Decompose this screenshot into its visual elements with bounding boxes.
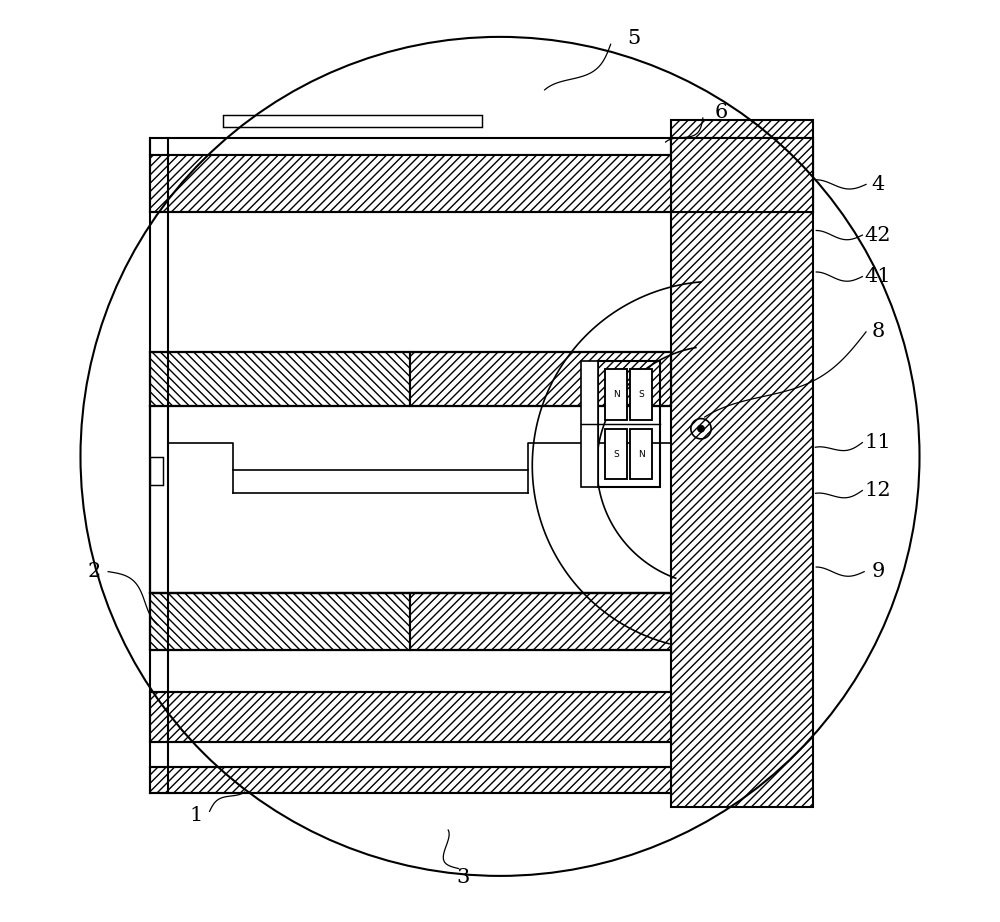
Bar: [581, 361, 598, 487]
Bar: [150, 352, 410, 406]
Bar: [150, 767, 671, 793]
Text: 9: 9: [871, 562, 885, 581]
Bar: [410, 352, 671, 406]
Bar: [150, 593, 671, 650]
Text: 3: 3: [456, 869, 470, 887]
Text: 1: 1: [189, 806, 202, 824]
Bar: [150, 593, 410, 650]
Bar: [598, 361, 660, 487]
Text: 6: 6: [715, 103, 728, 122]
Text: 12: 12: [865, 481, 891, 500]
Bar: [671, 120, 813, 807]
Text: 4: 4: [871, 175, 885, 194]
Text: 8: 8: [871, 323, 885, 341]
Text: N: N: [613, 390, 620, 398]
Circle shape: [697, 425, 705, 432]
Text: 2: 2: [88, 562, 101, 581]
Bar: [671, 138, 813, 212]
Bar: [671, 138, 813, 212]
Text: 5: 5: [627, 30, 640, 48]
Bar: [150, 352, 671, 406]
Text: 11: 11: [865, 433, 891, 452]
Bar: [605, 369, 627, 420]
Bar: [150, 692, 671, 742]
Bar: [150, 138, 671, 155]
Bar: [150, 457, 163, 485]
Text: S: S: [613, 450, 619, 458]
Bar: [630, 429, 652, 479]
Bar: [630, 369, 652, 420]
Text: S: S: [638, 390, 644, 398]
Text: 41: 41: [865, 267, 891, 286]
Bar: [150, 155, 671, 212]
Text: N: N: [638, 450, 644, 458]
Bar: [223, 115, 482, 127]
Bar: [410, 593, 671, 650]
Bar: [605, 429, 627, 479]
Text: 42: 42: [865, 226, 891, 244]
